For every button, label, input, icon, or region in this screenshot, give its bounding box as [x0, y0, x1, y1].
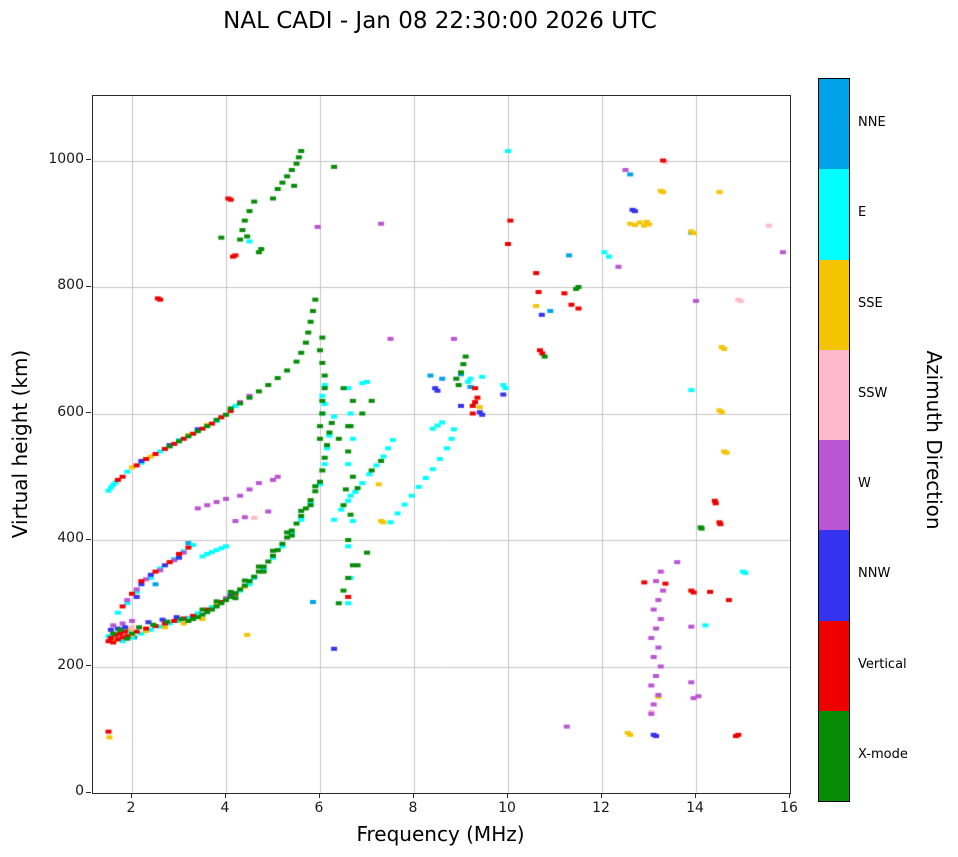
y-tick-label: 0	[75, 783, 84, 799]
x-tick-mark	[412, 793, 414, 798]
x-tick-label: 16	[780, 800, 798, 816]
plot-area	[92, 95, 791, 794]
scatter-canvas	[93, 96, 790, 793]
x-tick-label: 12	[592, 800, 610, 816]
x-tick-mark	[318, 793, 320, 798]
colorbar-title: Azimuth Direction	[922, 350, 946, 530]
x-tick-label: 8	[408, 800, 418, 816]
y-tick-mark	[86, 285, 91, 287]
colorbar	[818, 78, 850, 802]
y-tick-mark	[86, 791, 91, 793]
colorbar-segment-x-mode	[819, 710, 849, 801]
colorbar-label-vertical: Vertical	[858, 656, 907, 672]
colorbar-label-sse: SSE	[858, 295, 883, 311]
colorbar-segment-e	[819, 169, 849, 260]
colorbar-segment-nnw	[819, 530, 849, 621]
colorbar-segment-nne	[819, 79, 849, 170]
y-tick-label: 800	[57, 277, 84, 293]
colorbar-segment-sse	[819, 259, 849, 350]
x-tick-mark	[224, 793, 226, 798]
x-tick-mark	[506, 793, 508, 798]
y-tick-label: 400	[57, 530, 84, 546]
x-tick-mark	[600, 793, 602, 798]
x-tick-label: 14	[686, 800, 704, 816]
colorbar-label-x-mode: X-mode	[858, 746, 908, 762]
y-tick-mark	[86, 538, 91, 540]
x-tick-label: 2	[126, 800, 136, 816]
chart-title: NAL CADI - Jan 08 22:30:00 2026 UTC	[223, 8, 657, 34]
x-tick-mark	[788, 793, 790, 798]
colorbar-label-ssw: SSW	[858, 385, 888, 401]
y-tick-label: 600	[57, 403, 84, 420]
colorbar-segment-w	[819, 440, 849, 531]
x-tick-label: 10	[498, 800, 516, 816]
y-tick-mark	[86, 159, 91, 160]
colorbar-label-nnw: NNW	[858, 566, 891, 582]
y-tick-mark	[86, 665, 91, 666]
colorbar-segment-ssw	[819, 349, 849, 440]
colorbar-label-nne: NNE	[858, 115, 886, 131]
x-axis-label: Frequency (MHz)	[356, 822, 525, 846]
y-tick-label: 1000	[48, 150, 84, 167]
x-tick-mark	[130, 793, 132, 798]
colorbar-label-w: W	[858, 476, 871, 492]
y-tick-label: 200	[57, 656, 84, 673]
colorbar-label-e: E	[858, 205, 867, 221]
x-tick-mark	[694, 793, 696, 798]
x-tick-label: 6	[314, 800, 324, 816]
y-tick-mark	[86, 412, 91, 413]
colorbar-segment-vertical	[819, 620, 849, 711]
y-axis-label: Virtual height (km)	[8, 349, 32, 539]
x-tick-label: 4	[220, 800, 230, 816]
